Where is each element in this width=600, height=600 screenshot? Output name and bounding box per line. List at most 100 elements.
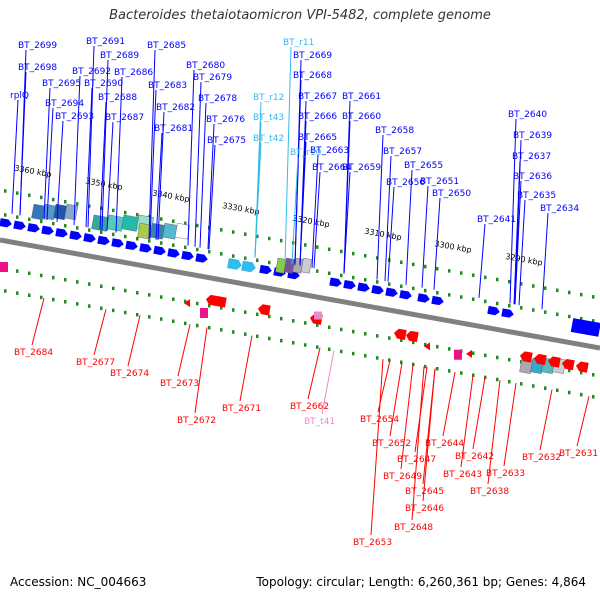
forward-gene (501, 308, 514, 318)
forward-gene (431, 295, 444, 306)
track-tick (220, 252, 223, 256)
track-tick (244, 332, 247, 336)
track-tick (568, 314, 571, 319)
gene-label-bottom: BT_2644 (425, 439, 464, 449)
gene-label-top: BT_2689 (100, 51, 139, 61)
gene-label-bottom: BT_2633 (486, 469, 525, 479)
track-tick (52, 197, 55, 202)
track-tick (424, 364, 427, 369)
track-tick (508, 379, 511, 384)
leader-line (541, 212, 549, 310)
reverse-gene (394, 328, 407, 340)
genome-backbone (0, 237, 600, 351)
leader-line (422, 368, 436, 502)
track-tick (172, 319, 175, 323)
forward-gene (570, 318, 600, 337)
reverse-gene (184, 299, 190, 308)
gene-label-top: BT_2666 (298, 112, 337, 122)
forward-gene (83, 233, 96, 243)
gene-label-top: BT_2669 (293, 51, 332, 61)
gene-label-top: BT_2639 (513, 131, 552, 141)
track-tick (244, 256, 247, 260)
track-tick (316, 269, 319, 273)
leader-line (411, 366, 425, 521)
gene-label-top: BT_2663 (310, 146, 349, 156)
track-tick (232, 308, 235, 312)
track-tick (412, 286, 415, 291)
track-tick (124, 210, 127, 215)
track-tick (436, 266, 439, 271)
track-tick (592, 319, 595, 323)
track-tick (328, 347, 331, 352)
track-tick (124, 234, 127, 239)
leader-line (421, 185, 429, 288)
gene-label-bottom: BT_2648 (394, 523, 433, 533)
scale-label: 3300 kbp (434, 239, 473, 255)
gene-label-top: BT_2640 (508, 110, 547, 120)
track-tick (364, 332, 367, 336)
forward-gene (0, 218, 12, 228)
accession-text: Accession: NC_004663 (10, 575, 147, 589)
leader-line (291, 156, 299, 265)
track-tick (160, 317, 163, 321)
gene-label-top: BT_2637 (512, 152, 551, 162)
forward-gene (181, 250, 194, 261)
leader-line (405, 169, 413, 285)
track-tick (232, 230, 235, 234)
gene-label-bottom: BT_2662 (290, 402, 329, 412)
leader-line (307, 347, 321, 400)
track-tick (220, 228, 223, 232)
track-tick (196, 323, 199, 328)
leader-line (518, 199, 526, 306)
track-tick (4, 289, 7, 293)
leader-line (155, 132, 163, 240)
leader-line (294, 79, 302, 265)
track-tick (316, 323, 319, 327)
track-tick (568, 390, 571, 395)
track-tick (88, 282, 91, 286)
track-tick (436, 344, 439, 349)
track-tick (340, 327, 343, 332)
track-tick (376, 280, 379, 284)
leader-line (127, 315, 141, 367)
forward-gene (357, 282, 370, 292)
leader-line (284, 46, 292, 263)
rna-gene (227, 258, 242, 270)
leader-line (101, 59, 109, 231)
track-tick (352, 251, 355, 256)
track-tick (568, 290, 571, 295)
track-tick (424, 342, 427, 347)
track-tick (412, 262, 415, 267)
gene-label-top: BT_2690 (84, 79, 123, 89)
track-tick (280, 338, 283, 343)
reverse-gene (548, 356, 561, 368)
track-tick (532, 384, 535, 388)
genome-title: Bacteroides thetaiotaomicron VPI-5482, c… (109, 8, 491, 23)
track-tick (268, 314, 271, 319)
track-tick (388, 336, 391, 340)
gene-label-top: BT_2683 (148, 81, 187, 91)
track-tick (364, 278, 367, 282)
leader-line (194, 327, 208, 414)
forward-gene (41, 225, 54, 235)
leader-line (177, 324, 191, 377)
track-tick (556, 388, 559, 393)
gene-label-top: BT_2659 (342, 163, 381, 173)
forward-gene (139, 243, 152, 253)
gene-label-bottom: BT_2673 (160, 379, 199, 389)
gene-label-bottom: BT_2677 (76, 358, 115, 368)
gene-label-top: BT_2687 (105, 113, 144, 123)
gene-label-bottom: BT_2643 (443, 470, 482, 480)
track-tick (52, 275, 55, 280)
track-tick (376, 356, 379, 360)
track-tick (184, 221, 187, 226)
reverse-gene (520, 351, 533, 363)
track-tick (148, 293, 151, 297)
gene-label-top: BT_2692 (72, 67, 111, 77)
track-tick (592, 295, 595, 299)
reverse-gene (214, 296, 227, 308)
track-tick (304, 243, 307, 247)
gene-label-top: BT_2636 (513, 172, 552, 182)
track-tick (28, 217, 31, 222)
track-tick (400, 260, 403, 264)
